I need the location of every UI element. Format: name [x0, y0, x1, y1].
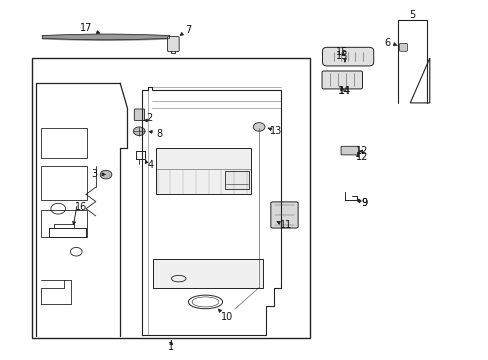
Text: 14: 14: [338, 86, 350, 96]
Text: 17: 17: [80, 23, 92, 33]
Text: 8: 8: [156, 130, 162, 139]
Text: 12: 12: [356, 152, 368, 162]
Text: 9: 9: [360, 198, 366, 208]
Circle shape: [133, 127, 145, 135]
FancyBboxPatch shape: [399, 43, 407, 51]
Text: 7: 7: [185, 25, 191, 35]
Text: 3: 3: [92, 169, 98, 179]
Text: 1: 1: [168, 342, 174, 352]
Bar: [32, 58, 310, 338]
Text: 9: 9: [360, 198, 366, 208]
Text: 16: 16: [75, 202, 87, 212]
Bar: [156, 148, 250, 194]
FancyBboxPatch shape: [134, 109, 144, 121]
Bar: [41, 166, 87, 200]
Circle shape: [253, 123, 264, 131]
Bar: [41, 211, 87, 237]
Text: 10: 10: [221, 312, 233, 322]
Text: 4: 4: [147, 159, 154, 170]
Text: 15: 15: [335, 51, 347, 61]
Text: 15: 15: [335, 46, 347, 57]
FancyBboxPatch shape: [322, 47, 373, 66]
FancyBboxPatch shape: [340, 146, 358, 155]
Bar: [41, 128, 87, 158]
FancyBboxPatch shape: [270, 202, 298, 228]
Text: 6: 6: [384, 38, 389, 48]
Text: 11: 11: [279, 220, 291, 230]
Bar: [153, 259, 263, 288]
Text: 13: 13: [269, 126, 282, 135]
FancyBboxPatch shape: [167, 37, 179, 51]
Text: 2: 2: [146, 113, 152, 123]
Bar: [224, 171, 249, 189]
Circle shape: [100, 170, 112, 179]
FancyBboxPatch shape: [322, 71, 362, 89]
Text: 14: 14: [338, 86, 350, 96]
Text: 12: 12: [356, 146, 368, 156]
Text: 5: 5: [409, 10, 415, 20]
